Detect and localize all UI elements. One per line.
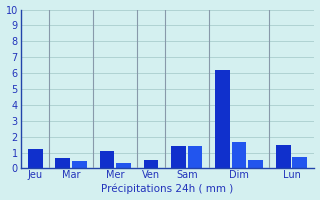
X-axis label: Précipitations 24h ( mm ): Précipitations 24h ( mm ) [101,184,234,194]
Bar [292,157,307,168]
Bar [144,160,158,168]
Bar [28,149,43,168]
Bar [171,146,186,168]
Bar [100,151,114,168]
Bar [232,142,246,168]
Bar [215,70,230,168]
Bar [55,158,70,168]
Bar [72,161,87,168]
Bar [116,163,131,168]
Bar [188,146,203,168]
Bar [276,145,291,168]
Bar [248,160,263,168]
